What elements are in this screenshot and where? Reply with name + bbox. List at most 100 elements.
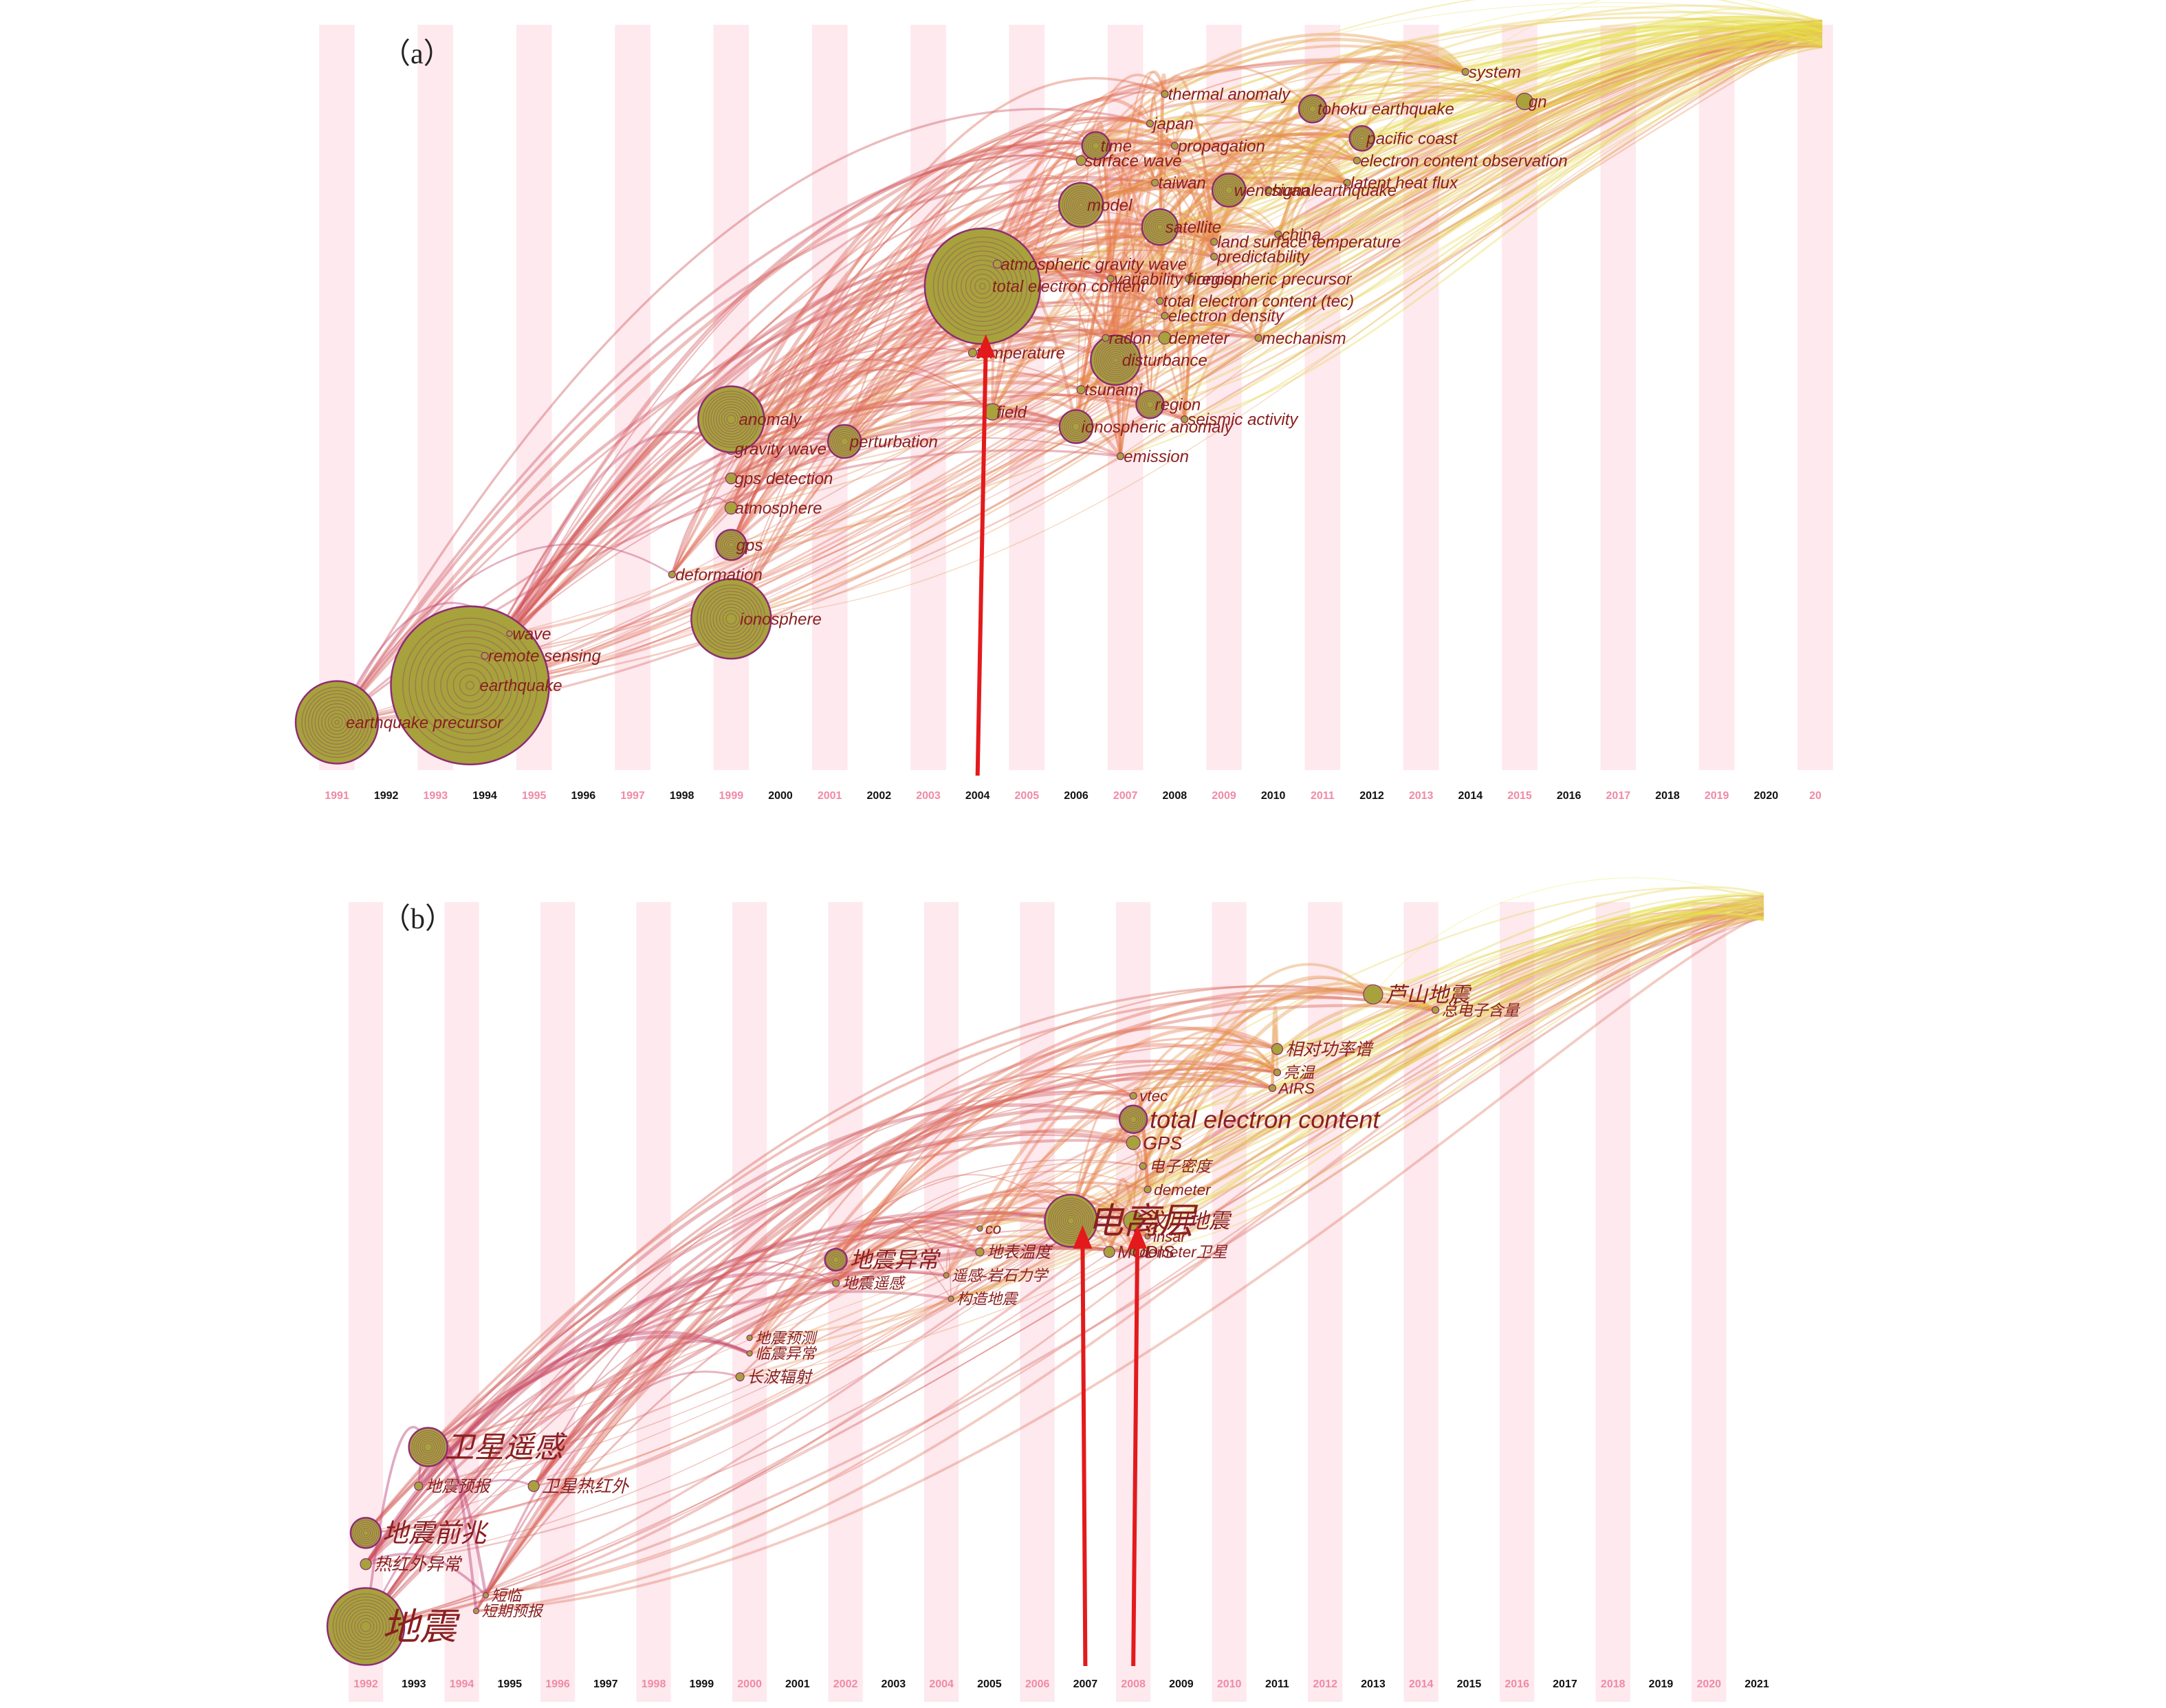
red-arrow-head xyxy=(976,334,996,358)
year-tick-label: 2003 xyxy=(916,790,941,802)
link-line xyxy=(427,1271,947,1448)
link-line xyxy=(1148,83,1167,124)
node-ring xyxy=(709,597,753,641)
link-line xyxy=(748,1216,981,1339)
highlight-arrows xyxy=(975,334,996,776)
link-line xyxy=(731,22,1823,620)
link-line xyxy=(1158,127,1363,228)
link-line xyxy=(730,295,1161,546)
year-tick-label: 2010 xyxy=(1217,1678,1242,1690)
link-line xyxy=(670,496,732,575)
node-circle xyxy=(1363,984,1383,1005)
link-line xyxy=(995,97,1152,265)
node-circle xyxy=(746,1334,753,1342)
keyword-label: field xyxy=(996,403,1027,421)
keyword-label: 芦山地震 xyxy=(1386,983,1472,1007)
link-line xyxy=(979,894,1764,1253)
link-line xyxy=(364,1068,1278,1628)
node-ring xyxy=(1064,188,1099,222)
link-line xyxy=(1080,187,1280,236)
link-line xyxy=(1212,140,1358,243)
node-ring xyxy=(1150,217,1170,237)
node-ring xyxy=(1065,416,1087,437)
keyword-label: 构造地震 xyxy=(956,1291,1019,1308)
node-ring xyxy=(1221,182,1238,199)
node-circle xyxy=(1103,1246,1115,1258)
node-circle xyxy=(832,1279,840,1287)
link-line xyxy=(730,155,1357,509)
link-line xyxy=(1155,20,1823,184)
node-ring xyxy=(358,1525,373,1540)
link-line xyxy=(1110,17,1823,281)
link-line xyxy=(1312,6,1823,109)
keyword-label: gn xyxy=(1529,93,1547,111)
node-ring xyxy=(334,719,340,725)
keyword-node xyxy=(1126,1135,1141,1150)
link-line xyxy=(428,897,1764,1448)
year-tick-label: 2000 xyxy=(768,790,793,802)
node-ring xyxy=(722,610,741,628)
year-tick-label: 2002 xyxy=(833,1678,858,1690)
link-line xyxy=(1163,321,1186,419)
link-line xyxy=(1214,30,1823,243)
keyword-node xyxy=(1058,182,1104,228)
node-ring xyxy=(830,1253,842,1266)
link-line xyxy=(835,1229,981,1261)
keyword-label: 地震预报 xyxy=(426,1477,492,1495)
node-ring xyxy=(1216,177,1242,203)
node-ring xyxy=(716,603,747,635)
link-line xyxy=(364,1212,1071,1566)
link-line xyxy=(834,1043,1278,1261)
node-ring xyxy=(1155,221,1166,233)
node-ring xyxy=(1223,184,1236,197)
keyword-label: gravity wave xyxy=(735,440,827,459)
link-line xyxy=(1372,900,1764,996)
year-stripe xyxy=(1797,25,1833,770)
link-line xyxy=(1105,319,1259,339)
node-ring xyxy=(728,542,734,548)
panel-label: （b） xyxy=(382,904,454,935)
node-ring xyxy=(1123,1109,1144,1130)
keyword-node xyxy=(414,1481,424,1491)
year-stripe xyxy=(444,902,479,1702)
link-line xyxy=(1146,1051,1278,1237)
year-stripe xyxy=(923,902,959,1702)
link-line xyxy=(365,903,1764,1628)
link-line xyxy=(1095,137,1260,339)
node-ring xyxy=(718,406,744,433)
link-line xyxy=(731,38,1823,420)
year-tick-label: 2008 xyxy=(1121,1678,1146,1690)
keyword-label: electron density xyxy=(1168,307,1285,326)
link-line xyxy=(1149,141,1176,405)
link-line xyxy=(364,1479,534,1628)
red-arrow-shaft xyxy=(975,347,988,776)
link-line xyxy=(1105,25,1823,339)
year-stripe xyxy=(1212,902,1247,1702)
link-line xyxy=(835,1190,1134,1284)
keyword-node xyxy=(349,1517,382,1549)
link-line xyxy=(1346,21,1823,184)
node-ring xyxy=(1072,196,1091,214)
keyword-node xyxy=(1273,1069,1282,1077)
link-line xyxy=(1133,886,1764,1121)
link-line xyxy=(1159,85,1166,228)
node-ring xyxy=(301,686,373,758)
keyword-label: 电子密度 xyxy=(1149,1158,1214,1175)
year-tick-label: 2017 xyxy=(1553,1678,1577,1690)
node-ring xyxy=(1302,98,1323,119)
node-ring xyxy=(1074,198,1089,212)
node-ring xyxy=(1089,140,1102,152)
node-circle xyxy=(943,1272,950,1279)
link-line xyxy=(982,27,1823,287)
keyword-label: tsunami xyxy=(1084,381,1143,399)
link-line xyxy=(1131,985,1437,1222)
link-line xyxy=(1110,25,1823,280)
node-circle xyxy=(414,1481,424,1491)
link-line xyxy=(1159,45,1823,302)
node-circle xyxy=(360,1558,372,1570)
link-line xyxy=(469,154,1082,686)
link-line xyxy=(1120,39,1823,457)
node-ring xyxy=(327,713,347,732)
keyword-label: perturbation xyxy=(849,433,938,451)
keyword-label: model xyxy=(1087,196,1133,215)
